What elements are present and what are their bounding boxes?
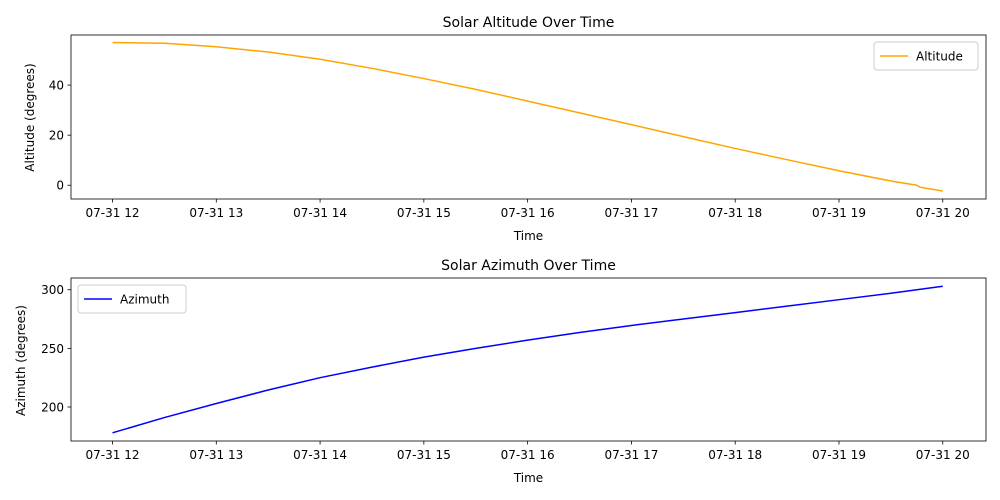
azimuth-x-tick-label: 07-31 17 — [604, 448, 658, 462]
azimuth-x-tick-label: 07-31 18 — [708, 448, 762, 462]
azimuth-y-tick-label: 250 — [41, 342, 64, 356]
altitude-y-tick-label: 20 — [49, 129, 64, 143]
azimuth-legend-label: Azimuth — [120, 293, 169, 307]
azimuth-plot-frame — [70, 277, 987, 442]
altitude-x-tick-label: 07-31 20 — [916, 206, 970, 220]
azimuth-legend: Azimuth — [77, 284, 187, 314]
azimuth-x-tick-label: 07-31 16 — [501, 448, 555, 462]
azimuth-legend-box — [77, 284, 187, 314]
altitude-y-tick-label: 0 — [56, 179, 64, 193]
azimuth-chart-title: Solar Azimuth Over Time — [441, 258, 616, 274]
altitude-x-tick-label: 07-31 18 — [708, 206, 762, 220]
azimuth-y-axis-label: Azimuth (degrees) — [14, 305, 28, 416]
altitude-x-tick-label: 07-31 19 — [812, 206, 866, 220]
azimuth-x-tick-label: 07-31 14 — [293, 448, 347, 462]
azimuth-x-tick-label: 07-31 12 — [86, 448, 140, 462]
azimuth-x-tick-label: 07-31 20 — [916, 448, 970, 462]
azimuth-chart: Solar Azimuth Over Time Time Azimuth (de… — [14, 258, 987, 485]
altitude-legend: Altitude — [873, 41, 979, 71]
altitude-x-tick-label: 07-31 17 — [604, 206, 658, 220]
altitude-legend-label: Altitude — [916, 50, 963, 64]
altitude-x-tick-label: 07-31 16 — [501, 206, 555, 220]
altitude-chart: Solar Altitude Over Time Time Altitude (… — [23, 15, 987, 243]
altitude-y-tick-label: 40 — [49, 79, 64, 93]
altitude-series-line — [112, 41, 943, 192]
azimuth-y-tick-label: 300 — [41, 283, 64, 297]
altitude-x-tick-label: 07-31 12 — [86, 206, 140, 220]
altitude-plot-frame — [70, 34, 987, 200]
altitude-chart-title: Solar Altitude Over Time — [443, 15, 615, 31]
azimuth-x-tick-label: 07-31 19 — [812, 448, 866, 462]
azimuth-x-axis-label: Time — [513, 471, 543, 485]
altitude-legend-box — [873, 41, 979, 71]
azimuth-y-tick-label: 200 — [41, 400, 64, 414]
azimuth-x-tick-label: 07-31 13 — [189, 448, 243, 462]
altitude-x-tick-label: 07-31 14 — [293, 206, 347, 220]
azimuth-series-line — [112, 285, 943, 434]
azimuth-x-tick-label: 07-31 15 — [397, 448, 451, 462]
altitude-x-tick-label: 07-31 15 — [397, 206, 451, 220]
altitude-x-tick-label: 07-31 13 — [189, 206, 243, 220]
altitude-y-axis-label: Altitude (degrees) — [23, 63, 37, 171]
altitude-x-axis-label: Time — [513, 229, 543, 243]
